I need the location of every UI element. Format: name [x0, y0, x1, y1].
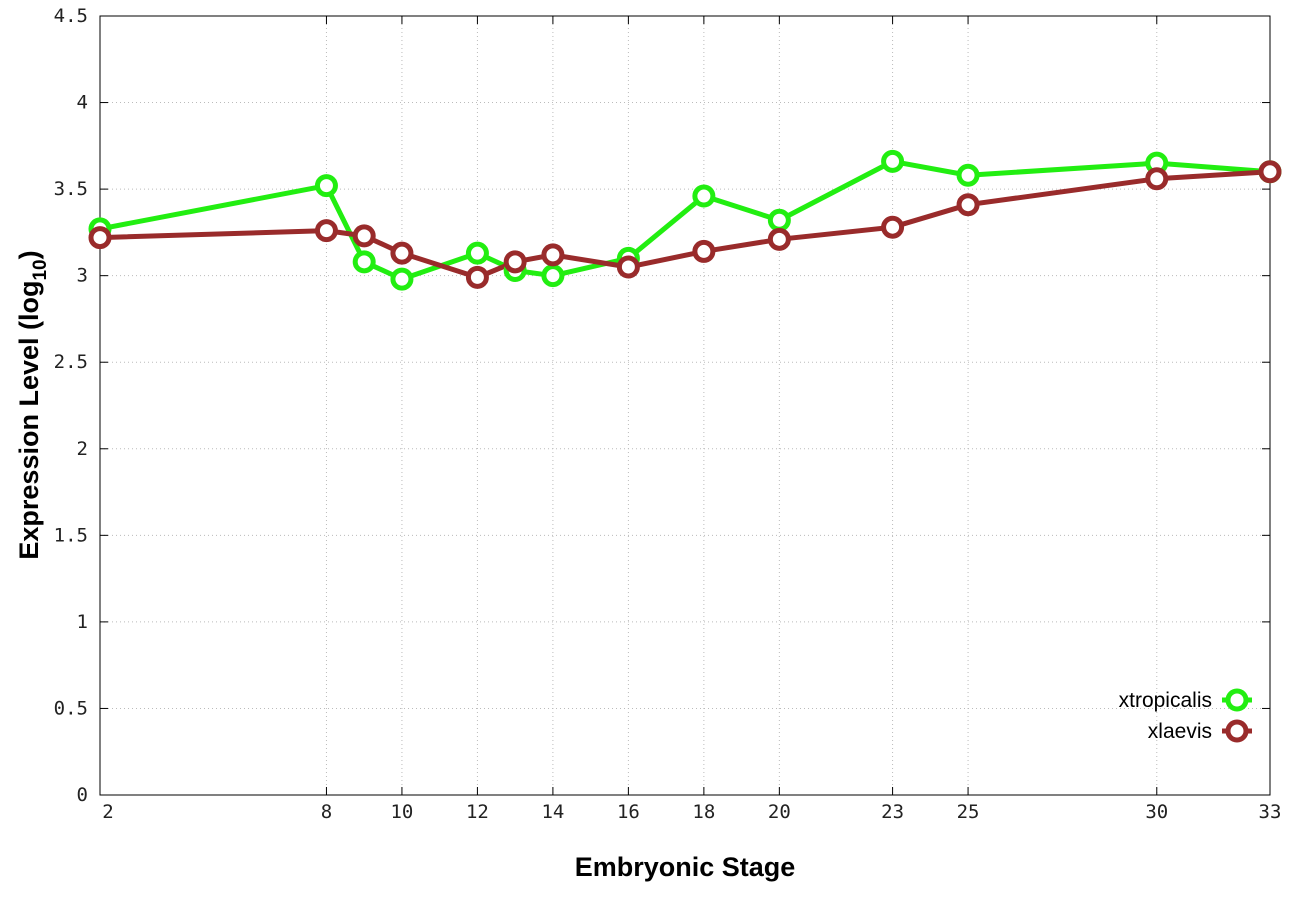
data-point-xlaevis	[352, 224, 376, 248]
ticks: 0 0.5 1 1.5 2 2.5 3 3.5 4 4.5 2 8 10 12 14 16 18 20 23 25 30…	[54, 5, 1282, 823]
data-point-xlaevis	[390, 241, 414, 265]
series-layer	[88, 149, 1282, 291]
data-point-xtropicalis	[692, 184, 716, 208]
data-point-xlaevis	[88, 226, 112, 250]
data-point-xlaevis	[465, 265, 489, 289]
data-point-xlaevis	[314, 219, 338, 243]
y-tick-label: 3	[77, 265, 88, 287]
x-axis-title: Embryonic Stage	[575, 852, 796, 882]
data-point-xtropicalis	[314, 174, 338, 198]
data-point-xtropicalis	[956, 163, 980, 187]
x-tick-label: 18	[692, 801, 715, 823]
y-tick-label: 1.5	[54, 524, 88, 546]
y-tick-label: 4	[77, 92, 88, 114]
y-tick-label: 2	[77, 438, 88, 460]
y-axis-title-close: )	[14, 250, 44, 259]
legend-marker-xlaevis	[1225, 719, 1249, 743]
data-point-xlaevis	[956, 193, 980, 217]
data-point-xlaevis	[503, 250, 527, 274]
y-axis-title-main: Expression Level (log	[14, 281, 44, 560]
x-tick-label: 2	[102, 801, 113, 823]
data-point-xtropicalis	[390, 267, 414, 291]
data-point-xlaevis	[1258, 160, 1282, 184]
data-point-xlaevis	[541, 243, 565, 267]
data-point-xtropicalis	[352, 250, 376, 274]
x-tick-label: 30	[1145, 801, 1168, 823]
x-tick-label: 33	[1259, 801, 1282, 823]
legend: xtropicalis xlaevis	[1119, 688, 1252, 743]
x-tick-label: 23	[881, 801, 904, 823]
series-line-xtropicalis	[99, 158, 1271, 282]
plot-frame	[99, 15, 1271, 796]
y-tick-label: 1	[77, 611, 88, 633]
x-tick-label: 20	[768, 801, 791, 823]
data-point-xlaevis	[881, 215, 905, 239]
x-tick-label: 8	[321, 801, 332, 823]
data-point-xlaevis	[1145, 167, 1169, 191]
y-tick-label: 2.5	[54, 351, 88, 373]
y-tick-label: 0.5	[54, 697, 88, 719]
x-tick-label: 12	[466, 801, 489, 823]
series-line-xlaevis	[99, 169, 1271, 280]
legend-label: xtropicalis	[1119, 689, 1212, 712]
x-tick-label: 16	[617, 801, 640, 823]
data-point-xlaevis	[767, 227, 791, 251]
data-point-xtropicalis	[767, 208, 791, 232]
x-tick-label: 25	[957, 801, 980, 823]
data-point-xlaevis	[616, 255, 640, 279]
y-tick-label: 0	[77, 784, 88, 806]
data-point-xtropicalis	[465, 241, 489, 265]
data-point-xtropicalis	[881, 149, 905, 173]
y-tick-label: 4.5	[54, 5, 88, 27]
grid	[100, 16, 1270, 795]
x-tick-label: 10	[390, 801, 413, 823]
y-tick-label: 3.5	[54, 178, 88, 200]
x-tick-label: 14	[541, 801, 564, 823]
data-point-xlaevis	[692, 239, 716, 263]
y-axis-title: Expression Level (log10)	[14, 250, 51, 559]
data-point-xtropicalis	[541, 264, 565, 288]
legend-label: xlaevis	[1148, 720, 1212, 743]
legend-marker-xtropicalis	[1225, 688, 1249, 712]
y-axis-title-subscript: 10	[30, 259, 51, 280]
